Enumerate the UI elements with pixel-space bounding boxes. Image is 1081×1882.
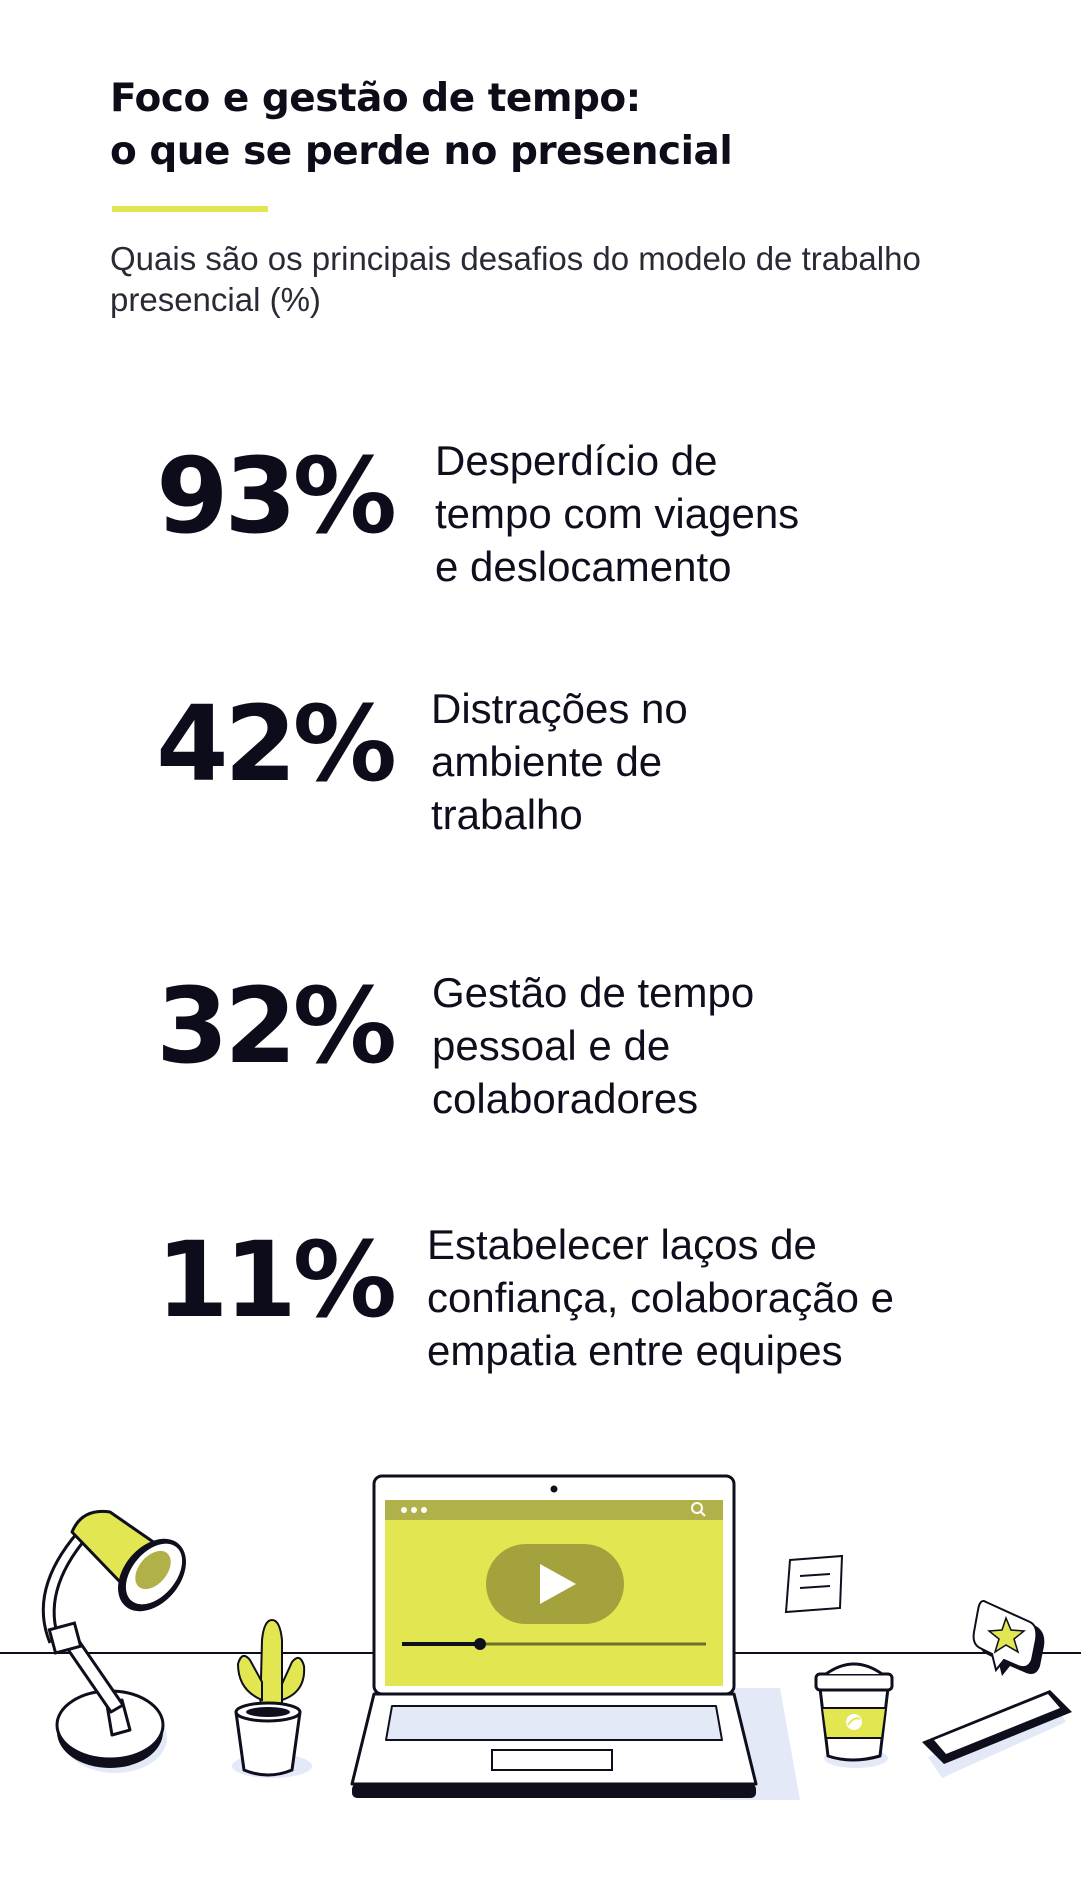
stat-label-line: confiança, colaboração e: [427, 1274, 894, 1321]
title-accent-underline: [112, 206, 268, 212]
stat-label-line: pessoal e de: [432, 1022, 671, 1069]
title-line-2: o que se perde no presencial: [110, 129, 733, 174]
stat-label-line: Estabelecer laços de: [427, 1221, 817, 1268]
stat-label: Estabelecer laços de confiança, colabora…: [427, 1218, 1067, 1377]
stat-value: 32%: [156, 965, 397, 1087]
stat-label-line: Desperdício de: [435, 437, 718, 484]
stat-label-line: colaboradores: [432, 1075, 699, 1122]
stat-label-line: ambiente de: [431, 738, 663, 785]
stat-value: 11%: [156, 1219, 397, 1341]
stat-label: Distrações no ambiente de trabalho: [431, 682, 1031, 841]
stat-label-line: e deslocamento: [435, 543, 732, 590]
stat-label-line: Distrações no: [431, 685, 688, 732]
desk-lamp-icon: [41, 1509, 186, 1773]
stat-label-line: trabalho: [431, 791, 583, 838]
stat-label: Gestão de tempo pessoal e de colaborador…: [432, 966, 1032, 1125]
desk-illustration: [0, 1474, 1081, 1800]
page-title: Foco e gestão de tempo: o que se perde n…: [110, 72, 733, 178]
search-icon: [691, 1502, 706, 1517]
play-icon: [540, 1564, 576, 1604]
stat-value: 93%: [156, 435, 397, 557]
stat-label-line: Gestão de tempo: [432, 969, 755, 1016]
stat-label-line: tempo com viagens: [435, 490, 800, 537]
subtitle: Quais são os principais desafios do mode…: [110, 240, 921, 318]
potted-plant-icon: [232, 1618, 312, 1778]
smartphone-icon: [922, 1690, 1072, 1778]
stat-value: 42%: [156, 683, 397, 805]
star-chat-bubble-icon: [972, 1600, 1045, 1676]
video-player-icon: [385, 1500, 723, 1686]
coffee-cup-icon: [814, 1662, 894, 1768]
stat-label-line: empatia entre equipes: [427, 1327, 843, 1374]
sticky-note-icon: [784, 1554, 844, 1614]
laptop-icon: [350, 1474, 800, 1800]
stat-label: Desperdício de tempo com viagens e deslo…: [435, 434, 1035, 593]
title-line-1: Foco e gestão de tempo:: [110, 76, 641, 121]
